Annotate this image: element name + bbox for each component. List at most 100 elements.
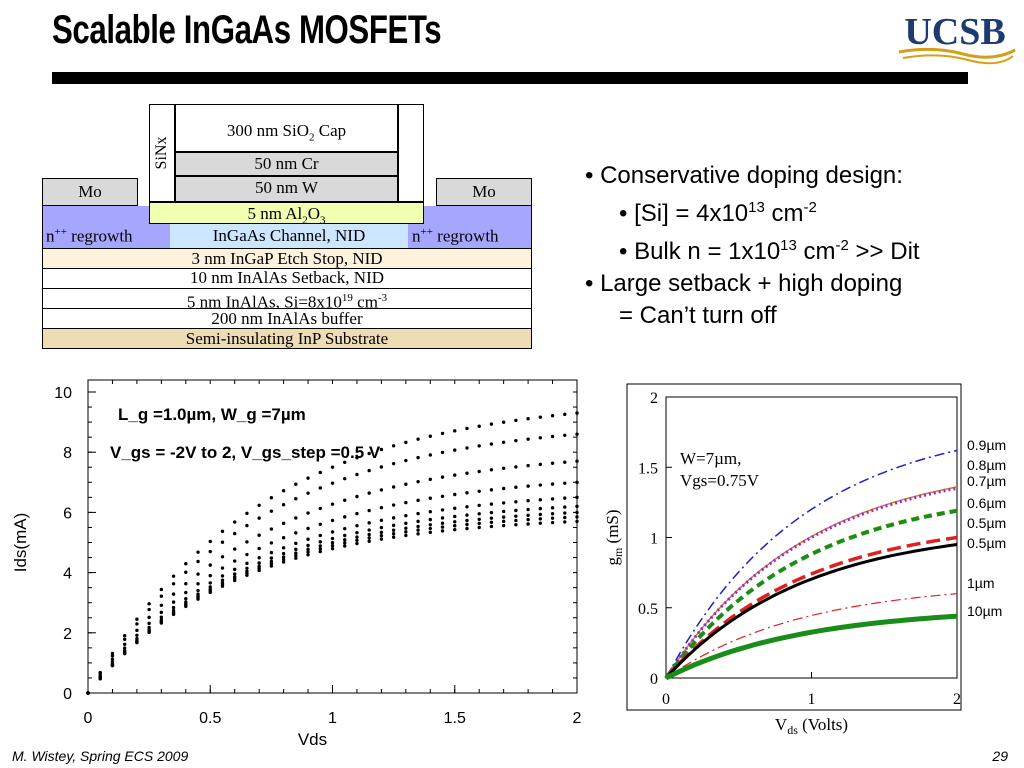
ids-data-point	[514, 438, 518, 443]
ids-data-point	[184, 570, 188, 574]
ids-data-point	[269, 496, 274, 500]
ids-data-point	[404, 500, 408, 505]
ids-data-point	[269, 509, 274, 513]
ids-data-point	[477, 469, 481, 474]
ids-data-point	[171, 600, 176, 604]
ids-data-point	[514, 518, 518, 523]
ids-data-point	[514, 514, 518, 518]
ids-data-point	[489, 442, 494, 446]
ids-data-point	[343, 526, 347, 531]
ids-data-point	[196, 572, 200, 576]
ids-data-point	[404, 526, 408, 530]
ids-data-point	[208, 590, 212, 595]
ids-data-point	[477, 424, 481, 428]
ids-data-point	[440, 450, 445, 455]
ids-data-point	[489, 520, 494, 525]
ids-data-point	[367, 539, 371, 543]
ids-data-point	[538, 436, 543, 440]
ids-data-point	[306, 476, 310, 480]
ids-data-point	[501, 486, 506, 491]
ucsb-logo: UCSB	[898, 11, 1016, 65]
ids-data-point	[135, 628, 139, 633]
ids-data-point	[367, 491, 371, 495]
ids-data-point	[453, 473, 457, 477]
ids-data-point	[477, 525, 481, 530]
ids-data-point	[550, 482, 555, 486]
ids-data-point	[575, 519, 579, 524]
doped-layer: 5 nm InAlAs, Si=8x1019 cm-3	[42, 289, 532, 311]
ids-data-point	[269, 562, 274, 566]
ids-data-point	[416, 437, 420, 441]
footer-author: M. Wistey, Spring ECS 2009	[12, 748, 189, 764]
ids-data-point	[404, 440, 408, 445]
ids-data-point	[563, 505, 567, 509]
ids-data-point	[391, 485, 396, 489]
ids-data-point	[391, 523, 396, 528]
ids-data-point	[453, 429, 457, 433]
al2o3-layer: 5 nm Al2O3	[149, 202, 424, 226]
ids-data-point	[269, 541, 274, 545]
ids-data-point	[147, 607, 151, 612]
ids-data-point	[416, 498, 420, 503]
ids-data-point	[220, 584, 225, 588]
legend-label: 0.5µm	[967, 535, 1006, 551]
annotation-bias: V_gs = -2V to 2, V_gs_step =0.5 V	[110, 443, 381, 462]
legend-label: 10µm	[967, 603, 1002, 619]
ids-data-point	[343, 498, 347, 502]
ids-data-point	[367, 528, 371, 532]
ids-data-point	[306, 511, 310, 515]
ids-data-point	[465, 491, 469, 495]
ids-data-point	[318, 544, 322, 548]
gm-series-line	[664, 543, 958, 680]
ids-data-point	[489, 488, 494, 492]
ids-data-point	[257, 568, 261, 573]
ids-data-point	[306, 550, 310, 554]
ids-data-point	[440, 521, 445, 525]
ids-data-point	[281, 557, 286, 562]
ids-data-point	[379, 525, 384, 530]
ids-data-point	[306, 537, 310, 541]
ids-data-point	[477, 444, 481, 448]
x-tick-label: 0	[662, 691, 670, 708]
gm-series-line	[665, 508, 958, 679]
ids-data-point	[526, 499, 530, 503]
ids-data-point	[86, 691, 90, 695]
ids-data-point	[489, 422, 494, 426]
ids-data-point	[453, 492, 457, 497]
ids-data-point	[122, 642, 127, 647]
ids-data-point	[465, 505, 469, 509]
ids-data-point	[281, 551, 286, 556]
ids-data-point	[550, 497, 555, 501]
ids-data-point	[233, 520, 237, 524]
ids-data-point	[514, 508, 518, 513]
ids-data-point	[489, 510, 494, 515]
w-layer: 50 nm W	[175, 176, 398, 202]
ids-data-point	[428, 517, 432, 522]
substrate-layer: Semi-insulating InP Substrate	[42, 329, 532, 349]
ids-data-point	[294, 553, 298, 558]
ids-data-point	[379, 530, 384, 535]
ids-data-point	[477, 489, 481, 493]
ids-data-point	[294, 556, 298, 560]
ids-data-point	[184, 582, 188, 586]
ids-data-point	[318, 470, 322, 475]
ids-data-point	[477, 521, 481, 526]
ids-data-point	[391, 516, 396, 520]
ids-data-point	[196, 550, 200, 554]
x-tick-label: 0.5	[199, 710, 221, 727]
ids-data-point	[440, 494, 445, 499]
gm-series-line	[665, 449, 958, 679]
ids-data-point	[416, 532, 420, 536]
x-tick-label: 0	[84, 710, 93, 727]
chart-border	[626, 383, 962, 711]
legend-label: 0.5µm	[967, 515, 1006, 531]
ids-data-point	[440, 529, 445, 533]
mo-right-contact: Mo	[436, 178, 532, 206]
ids-data-point	[465, 426, 469, 431]
ids-data-point	[404, 521, 408, 525]
bullet-si-concentration: • [Si] = 4x1013 cm-2	[619, 199, 817, 227]
ids-data-point	[147, 621, 151, 626]
ids-data-point	[355, 456, 359, 460]
ids-data-point	[184, 604, 188, 609]
ids-data-point	[563, 433, 567, 437]
